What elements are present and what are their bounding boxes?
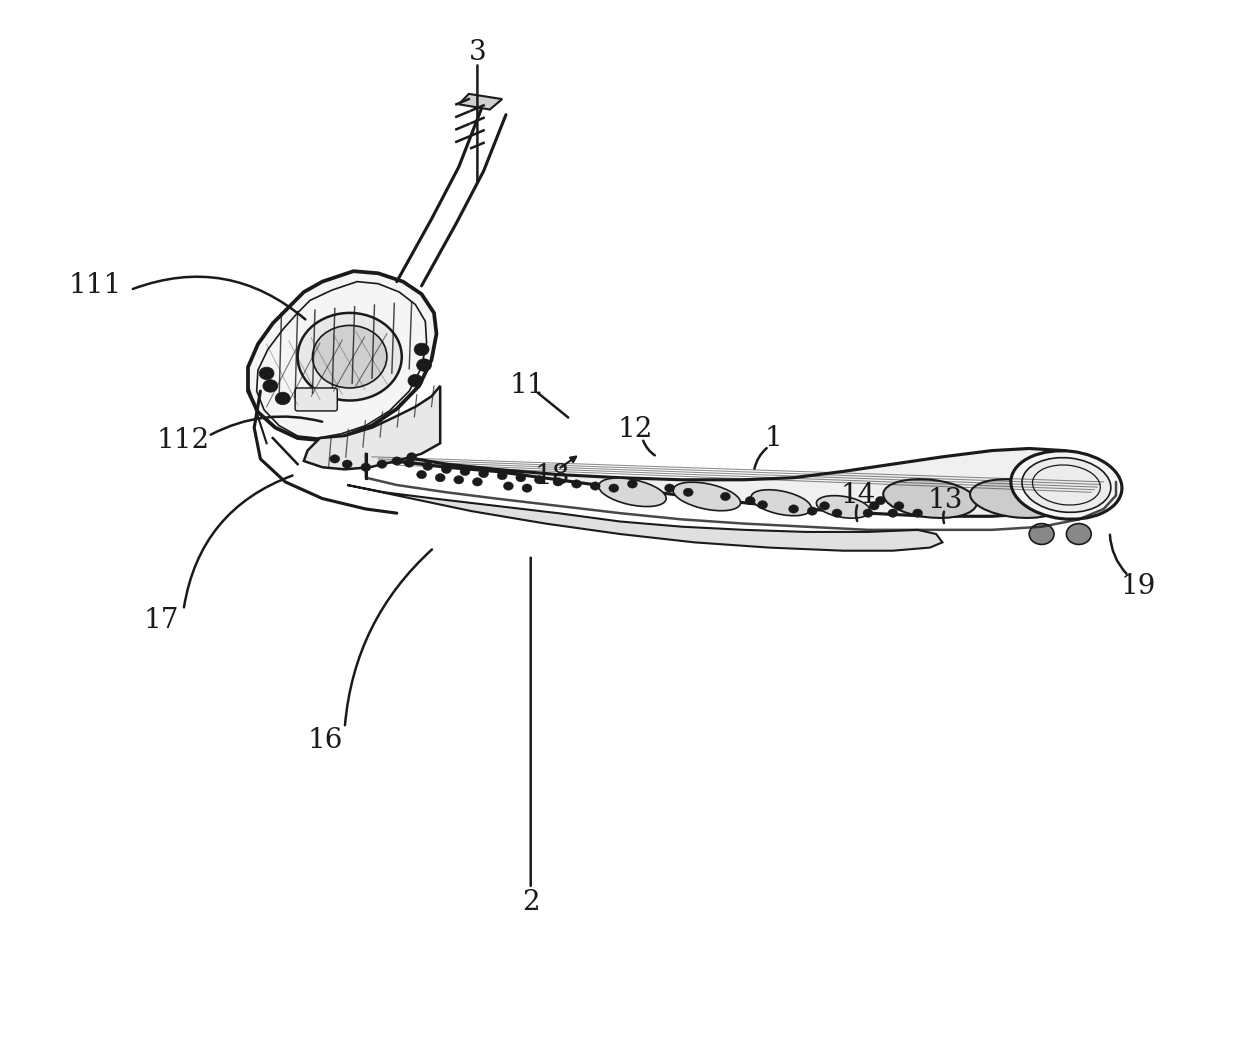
Circle shape [534, 476, 544, 484]
Text: 11: 11 [510, 372, 544, 399]
Circle shape [1049, 505, 1059, 513]
Circle shape [408, 374, 423, 387]
Circle shape [392, 457, 402, 465]
Circle shape [275, 392, 290, 405]
FancyBboxPatch shape [295, 388, 337, 411]
Circle shape [342, 460, 352, 468]
Circle shape [259, 367, 274, 380]
Circle shape [1086, 486, 1096, 494]
Circle shape [472, 478, 482, 486]
Circle shape [1074, 491, 1084, 500]
Circle shape [1092, 499, 1102, 507]
Circle shape [745, 496, 755, 505]
Circle shape [435, 474, 445, 482]
Ellipse shape [673, 482, 740, 511]
Text: 2: 2 [522, 889, 539, 916]
Circle shape [414, 343, 429, 356]
Text: 18: 18 [534, 463, 569, 490]
Polygon shape [304, 386, 440, 469]
Circle shape [1029, 524, 1054, 544]
Ellipse shape [970, 479, 1064, 518]
Circle shape [553, 478, 563, 486]
Text: 1: 1 [765, 425, 782, 452]
Circle shape [423, 462, 433, 470]
Text: 111: 111 [69, 272, 122, 299]
Text: 13: 13 [928, 487, 962, 514]
Text: 14: 14 [841, 482, 875, 509]
Circle shape [888, 509, 898, 517]
Circle shape [377, 460, 387, 468]
Circle shape [683, 488, 693, 496]
Circle shape [627, 480, 637, 488]
Circle shape [720, 492, 730, 501]
Circle shape [820, 502, 830, 510]
Circle shape [665, 484, 675, 492]
Circle shape [590, 482, 600, 490]
Circle shape [417, 359, 432, 371]
Polygon shape [366, 448, 1116, 516]
Text: 19: 19 [1121, 573, 1156, 600]
Circle shape [522, 484, 532, 492]
Circle shape [417, 470, 427, 479]
Circle shape [404, 459, 414, 467]
Polygon shape [347, 485, 942, 551]
Text: 16: 16 [308, 727, 342, 754]
Ellipse shape [1011, 451, 1122, 519]
Ellipse shape [751, 490, 811, 515]
Circle shape [330, 455, 340, 463]
Circle shape [454, 476, 464, 484]
Circle shape [361, 463, 371, 471]
Circle shape [609, 484, 619, 492]
Circle shape [863, 509, 873, 517]
Ellipse shape [599, 478, 666, 507]
Polygon shape [459, 94, 502, 110]
Text: 3: 3 [469, 39, 486, 66]
Circle shape [894, 502, 904, 510]
Text: 17: 17 [144, 607, 179, 634]
Circle shape [807, 507, 817, 515]
Circle shape [913, 509, 923, 517]
Circle shape [497, 471, 507, 480]
Circle shape [312, 325, 387, 388]
Text: 12: 12 [618, 416, 652, 443]
Text: 112: 112 [157, 427, 210, 454]
Ellipse shape [816, 495, 870, 518]
Circle shape [789, 505, 799, 513]
Circle shape [869, 502, 879, 510]
Circle shape [441, 465, 451, 474]
Ellipse shape [1022, 458, 1111, 512]
Circle shape [572, 480, 582, 488]
Circle shape [460, 467, 470, 476]
Circle shape [875, 496, 885, 505]
Circle shape [1066, 524, 1091, 544]
Circle shape [407, 453, 417, 461]
Circle shape [516, 474, 526, 482]
Circle shape [1061, 499, 1071, 507]
Circle shape [479, 469, 489, 478]
Circle shape [503, 482, 513, 490]
Circle shape [263, 380, 278, 392]
Circle shape [758, 501, 768, 509]
Circle shape [832, 509, 842, 517]
Ellipse shape [883, 479, 977, 518]
Polygon shape [248, 271, 436, 440]
Circle shape [298, 313, 402, 401]
